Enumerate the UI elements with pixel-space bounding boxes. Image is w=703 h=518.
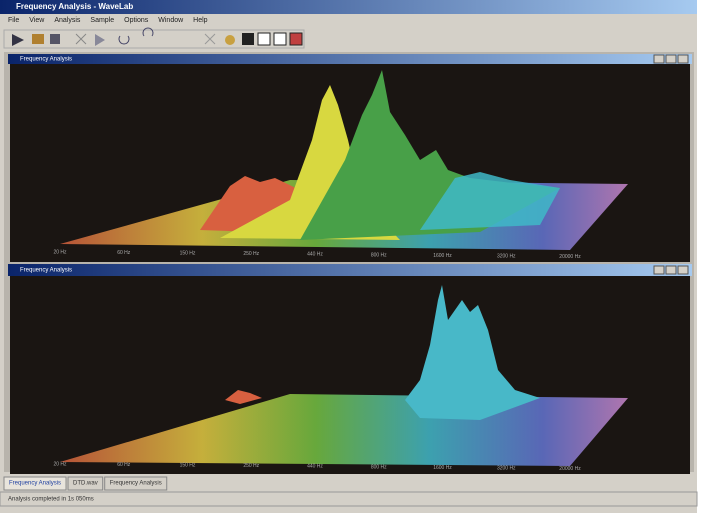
freq-label: 20 Hz — [53, 461, 67, 467]
freq-label: 440 Hz — [307, 252, 323, 258]
panel-title-bar — [8, 54, 692, 64]
tab-bar: Frequency Analysis DTD.wav Frequency Analy… — [4, 477, 167, 490]
menu-bar: File View Analysis Sample Options Window Help — [8, 17, 208, 24]
menu-item[interactable]: File — [8, 17, 19, 24]
status-bar — [0, 492, 697, 506]
menu-item[interactable]: View — [29, 17, 45, 24]
menu-item[interactable]: Window — [158, 17, 184, 24]
freq-label: 3200 Hz — [497, 466, 516, 472]
toolbar — [4, 28, 304, 48]
page: Frequency Analysis - WaveLab File View Ana… — [0, 0, 703, 513]
freq-label: 20 Hz — [53, 249, 67, 255]
freq-label: 3200 Hz — [497, 254, 516, 260]
panel-title: Frequency Analysis — [20, 57, 72, 63]
window-button[interactable] — [666, 266, 676, 274]
menu-item[interactable]: Analysis — [54, 17, 81, 24]
freq-label: 150 Hz — [180, 463, 196, 469]
status-text: Analysis completed in 1s 050ms — [8, 497, 94, 503]
panel-title-bar — [8, 264, 692, 276]
freq-label: 1600 Hz — [433, 465, 452, 471]
menu-item[interactable]: Sample — [90, 17, 114, 24]
window-button[interactable] — [678, 266, 688, 274]
window-button[interactable] — [666, 55, 676, 63]
window-title: Frequency Analysis - WaveLab — [16, 2, 133, 11]
freq-label: 20000 Hz — [559, 466, 581, 472]
window-button[interactable] — [654, 55, 664, 63]
menu-item[interactable]: Options — [124, 17, 149, 24]
freq-label: 800 Hz — [371, 464, 387, 470]
freq-label: 250 Hz — [243, 463, 259, 469]
window-button[interactable] — [654, 266, 664, 274]
window-button[interactable] — [678, 55, 688, 63]
tab-label: Frequency Analysis — [9, 481, 61, 487]
freq-label: 800 Hz — [371, 252, 387, 258]
freq-label: 440 Hz — [307, 464, 323, 470]
freq-label: 60 Hz — [117, 462, 131, 468]
tab-label: DTD.wav — [73, 481, 98, 487]
freq-label: 60 Hz — [117, 250, 131, 256]
menu-item[interactable]: Help — [193, 17, 208, 24]
freq-label: 20000 Hz — [559, 254, 581, 260]
screenshot: Frequency Analysis - WaveLab File View Ana… — [0, 0, 703, 513]
panel-title: Frequency Analysis — [20, 268, 72, 274]
tab-label: Frequency Analysis — [110, 481, 162, 487]
freq-label: 1600 Hz — [433, 253, 452, 259]
freq-label: 250 Hz — [243, 251, 259, 257]
freq-label: 150 Hz — [180, 251, 196, 257]
